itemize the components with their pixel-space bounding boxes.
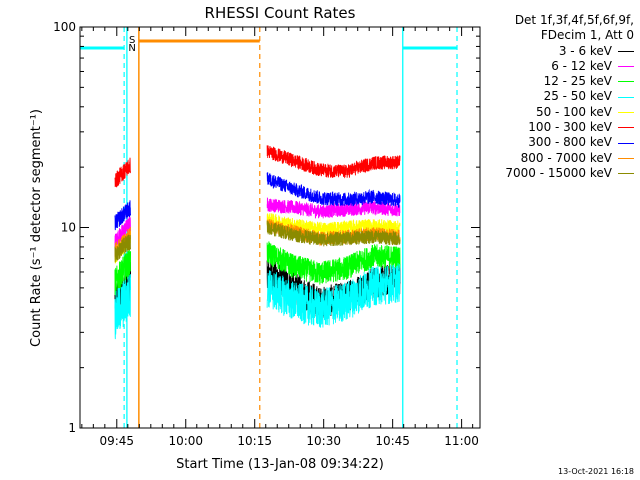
series-3-segment-2 xyxy=(266,263,401,328)
legend-swatch-2 xyxy=(618,81,634,83)
legend-swatch-3 xyxy=(618,96,634,98)
y-tick-label-2: 100 xyxy=(53,20,76,34)
series-6-segment-2 xyxy=(266,172,401,208)
x-tick-label-1: 10:00 xyxy=(168,434,203,448)
series-3-segment-1 xyxy=(114,274,132,340)
x-tick-label-4: 10:45 xyxy=(375,434,410,448)
legend-entry-3: 25 - 50 keV xyxy=(470,89,634,104)
legend-header-2: FDecim 1, Att 0 xyxy=(540,28,634,43)
legend: Det 1f,3f,4f,5f,6f,9f, FDecim 1, Att 0 3… xyxy=(470,13,634,181)
legend-swatch-5 xyxy=(618,127,634,129)
chart-title: RHESSI Count Rates xyxy=(205,4,356,22)
y-tick-label-1: 10 xyxy=(61,221,76,235)
series-8-segment-2 xyxy=(266,220,401,247)
legend-label-0: 3 - 6 keV xyxy=(558,43,612,58)
legend-swatch-0 xyxy=(618,50,634,52)
legend-swatch-7 xyxy=(618,157,634,159)
legend-entry-1: 6 - 12 keV xyxy=(470,59,634,74)
legend-header-1: Det 1f,3f,4f,5f,6f,9f, xyxy=(514,13,634,27)
legend-label-1: 6 - 12 keV xyxy=(551,58,612,73)
legend-entry-6: 300 - 800 keV xyxy=(470,135,634,150)
x-tick-label-0: 09:45 xyxy=(99,434,134,448)
legend-entry-7: 800 - 7000 keV xyxy=(470,151,634,166)
y-tick-label-0: 1 xyxy=(68,421,76,435)
series-1-segment-1 xyxy=(114,216,132,250)
series-5-segment-1 xyxy=(114,157,131,188)
n-label: N xyxy=(128,43,135,54)
legend-label-7: 800 - 7000 keV xyxy=(520,150,612,165)
legend-label-8: 7000 - 15000 keV xyxy=(505,165,612,180)
s-label: S xyxy=(129,35,135,46)
axis-ticks: 1 10 100 09:45 10:00 10:15 10:30 10:45 11:00 xyxy=(53,20,480,448)
legend-entry-8: 7000 - 15000 keV xyxy=(470,166,634,181)
legend-label-4: 50 - 100 keV xyxy=(535,104,612,119)
x-tick-label-5: 11:00 xyxy=(444,434,479,448)
legend-swatch-1 xyxy=(618,66,634,68)
legend-label-2: 12 - 25 keV xyxy=(543,74,612,89)
legend-entry-2: 12 - 25 keV xyxy=(470,74,634,89)
x-tick-label-3: 10:30 xyxy=(306,434,341,448)
x-axis-label: Start Time (13-Jan-08 09:34:22) xyxy=(176,457,384,472)
legend-label-5: 100 - 300 keV xyxy=(528,120,612,135)
series-2-segment-1 xyxy=(114,248,132,296)
series-6-segment-1 xyxy=(114,200,132,231)
legend-swatch-8 xyxy=(618,173,634,175)
series-1-segment-2 xyxy=(266,197,401,219)
plot-area: SN xyxy=(80,27,458,428)
legend-label-3: 25 - 50 keV xyxy=(543,89,612,104)
x-tick-label-2: 10:15 xyxy=(237,434,272,448)
series-2-segment-2 xyxy=(266,241,401,285)
series-8-segment-1 xyxy=(114,234,132,263)
legend-swatch-6 xyxy=(618,142,634,144)
legend-entry-4: 50 - 100 keV xyxy=(470,105,634,120)
legend-label-6: 300 - 800 keV xyxy=(528,135,612,150)
footer-timestamp: 13-Oct-2021 16:18 xyxy=(558,467,634,476)
legend-entry-0: 3 - 6 keV xyxy=(470,44,634,59)
series-5-segment-2 xyxy=(266,145,401,179)
legend-swatch-4 xyxy=(618,111,634,113)
legend-entry-5: 100 - 300 keV xyxy=(470,120,634,135)
y-axis-label: Count Rate (s⁻¹ detector segment⁻¹) xyxy=(29,109,44,347)
